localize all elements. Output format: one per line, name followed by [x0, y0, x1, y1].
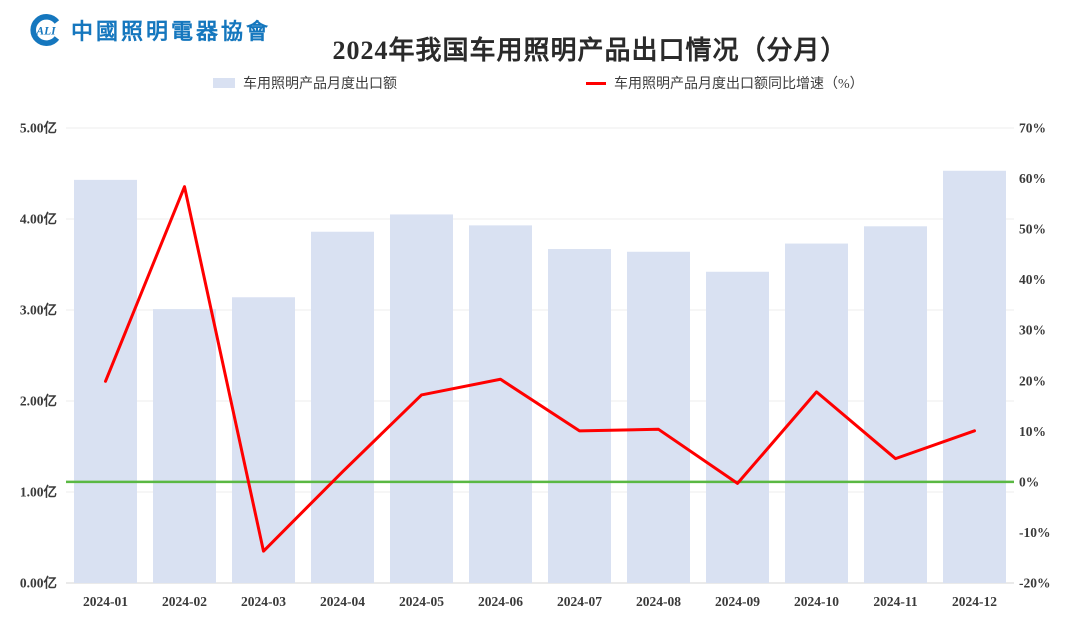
- left-axis-tick-label: 0.00亿: [20, 575, 57, 591]
- right-axis-tick-label: 60%: [1019, 171, 1046, 186]
- x-axis-label-2024-02: 2024-02: [162, 594, 207, 609]
- left-axis-tick-label: 4.00亿: [20, 211, 57, 227]
- cali-logo-icon: ALI: [30, 14, 60, 46]
- x-axis-label-2024-03: 2024-03: [241, 594, 286, 609]
- right-axis-tick-label: 0%: [1019, 474, 1039, 489]
- right-axis-tick-label: 50%: [1019, 222, 1046, 237]
- right-axis-tick-label: 10%: [1019, 424, 1046, 439]
- logo-abbr: ALI: [35, 26, 56, 38]
- legend-bar-label: 车用照明产品月度出口额: [243, 77, 397, 92]
- right-axis-tick-label: -20%: [1019, 576, 1051, 591]
- left-axis-tick-label: 2.00亿: [20, 393, 57, 409]
- x-axis-label-2024-07: 2024-07: [557, 594, 602, 609]
- bar-2024-08: [627, 251, 690, 583]
- x-axis-label-2024-12: 2024-12: [952, 594, 997, 609]
- legend-line-series: 车用照明产品月度出口额同比增速（%）: [586, 73, 864, 93]
- legend-line-label: 车用照明产品月度出口额同比增速（%）: [614, 77, 864, 92]
- left-axis-tick-label: 1.00亿: [20, 484, 57, 500]
- right-axis-tick-label: 70%: [1019, 121, 1046, 136]
- legend-bar-series: 车用照明产品月度出口额: [213, 73, 397, 93]
- bar-2024-03: [232, 297, 295, 583]
- bar-series-swatch: [213, 78, 235, 88]
- bar-2024-10: [785, 243, 848, 583]
- line-series-swatch: [586, 81, 606, 85]
- x-axis-label-2024-06: 2024-06: [478, 594, 523, 609]
- bar-2024-06: [469, 225, 532, 583]
- bar-2024-05: [390, 214, 453, 583]
- right-axis-tick-label: 20%: [1019, 373, 1046, 388]
- bar-2024-12: [943, 170, 1006, 583]
- x-axis-label-2024-04: 2024-04: [320, 594, 365, 609]
- x-axis-label-2024-08: 2024-08: [636, 594, 681, 609]
- chart-title: 2024年我国车用照明产品出口情况（分月）: [332, 36, 848, 66]
- logo-text: 中國照明電器協會: [71, 19, 272, 44]
- bar-2024-02: [153, 309, 216, 583]
- x-axis-label-2024-11: 2024-11: [873, 594, 918, 609]
- x-axis-label-2024-01: 2024-01: [83, 594, 128, 609]
- bar-2024-09: [706, 271, 769, 583]
- x-axis-label-2024-10: 2024-10: [794, 594, 839, 609]
- right-axis-tick-label: 30%: [1019, 323, 1046, 338]
- bar-2024-04: [311, 231, 374, 584]
- left-axis-tick-label: 5.00亿: [20, 120, 57, 136]
- left-axis-tick-label: 3.00亿: [20, 302, 57, 318]
- x-axis-label-2024-05: 2024-05: [399, 594, 444, 609]
- growth-line: [104, 185, 976, 553]
- x-axis-label-2024-09: 2024-09: [715, 594, 760, 609]
- right-axis-tick-label: 40%: [1019, 272, 1046, 287]
- cali-logo: ALI 中國照明電器協會: [28, 12, 271, 48]
- bar-2024-11: [864, 226, 927, 583]
- right-axis-tick-label: -10%: [1019, 525, 1051, 540]
